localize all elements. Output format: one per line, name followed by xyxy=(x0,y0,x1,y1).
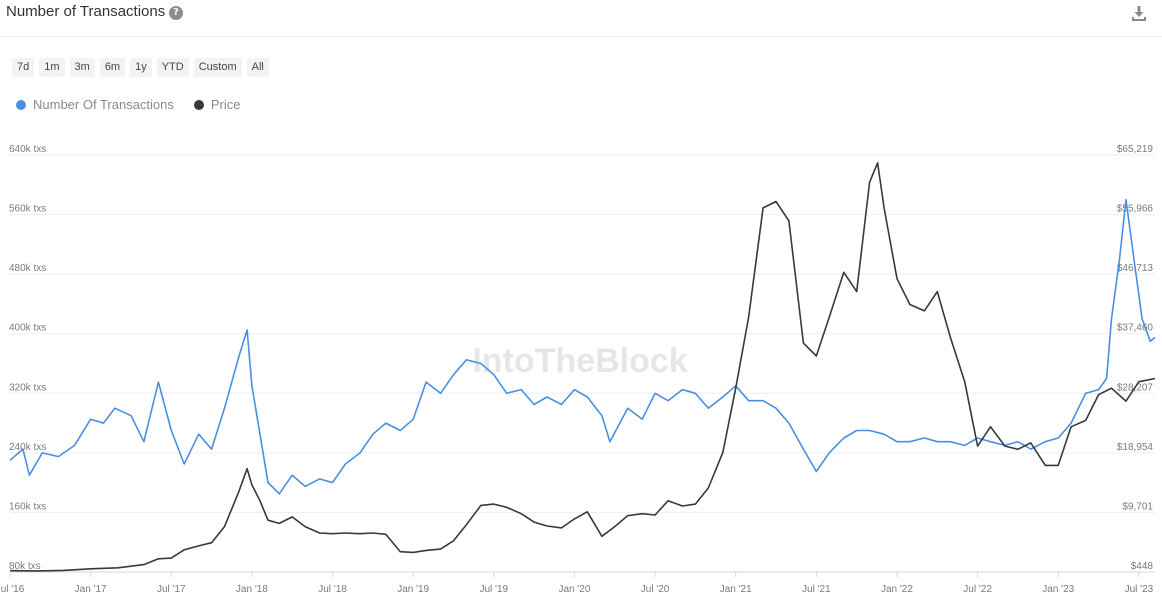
range-button-7d[interactable]: 7d xyxy=(12,58,35,77)
chart-grid xyxy=(10,154,1155,573)
chart-header: Number of Transactions ? xyxy=(0,0,1162,37)
x-tick-label: Jul '17 xyxy=(157,584,186,595)
y-left-tick-label: 80k txs xyxy=(9,561,41,572)
range-button-1y[interactable]: 1y xyxy=(130,58,152,77)
y-right-tick-label: $448 xyxy=(1131,561,1154,572)
y-left-tick-label: 640k txs xyxy=(9,144,46,155)
x-tick-label: Jul '22 xyxy=(963,584,992,595)
x-tick-label: Jul '19 xyxy=(480,584,509,595)
range-button-ytd[interactable]: YTD xyxy=(156,58,189,77)
y-left-tick-label: 240k txs xyxy=(9,442,46,453)
y-right-tick-label: $9,701 xyxy=(1122,501,1153,512)
y-right-tick-label: $55,966 xyxy=(1117,204,1154,215)
question-circle-icon[interactable]: ? xyxy=(169,6,183,20)
series-line-price xyxy=(9,162,1156,572)
y-right-tick-label: $37,460 xyxy=(1117,323,1154,334)
y-left-tick-label: 320k txs xyxy=(9,382,46,393)
range-button-1m[interactable]: 1m xyxy=(39,58,65,77)
x-tick-label: Jul '21 xyxy=(802,584,831,595)
y-left-tick-label: 480k txs xyxy=(9,263,46,274)
x-axis: Jul '16 Jan '17 Jul '17 Jan '18 Jul '18 Jan '… xyxy=(0,572,1154,595)
chart-legend: Number Of Transactions Price xyxy=(16,97,261,112)
legend-label-transactions: Number Of Transactions xyxy=(33,97,174,112)
legend-label-price: Price xyxy=(210,97,241,112)
x-tick-label: Jul '23 xyxy=(1125,584,1154,595)
series-line-transactions xyxy=(9,198,1156,495)
x-tick-label: Jan '19 xyxy=(397,584,429,595)
legend-dot-transactions xyxy=(16,99,26,110)
y-axis-right: $448$9,701$18,954$28,207$37,460$46,713$5… xyxy=(1117,144,1154,572)
x-tick-label: Jul '20 xyxy=(641,584,670,595)
time-range-selector: 7d 1m 3m 6m 1y YTD Custom All xyxy=(12,58,269,77)
y-axis-left: 80k txs 160k txs 240k txs 320k txs 400k txs 4… xyxy=(9,144,46,572)
x-tick-label: Jan '22 xyxy=(881,584,913,595)
download-icon[interactable] xyxy=(1130,4,1148,22)
legend-dot-price xyxy=(193,99,204,110)
range-button-all[interactable]: All xyxy=(246,58,269,77)
y-left-tick-label: 560k txs xyxy=(9,204,46,215)
y-right-tick-label: $18,954 xyxy=(1117,442,1154,453)
watermark: IntoTheBlock xyxy=(472,342,687,380)
y-left-tick-label: 160k txs xyxy=(9,501,46,512)
y-left-tick-label: 400k txs xyxy=(9,323,46,334)
x-tick-label: Jan '18 xyxy=(236,584,268,595)
x-tick-label: Jan '21 xyxy=(720,584,752,595)
legend-item-transactions[interactable]: Number Of Transactions xyxy=(16,97,174,112)
chart-series xyxy=(9,162,1156,572)
y-right-tick-label: $65,219 xyxy=(1117,144,1154,155)
x-tick-label: Jan '23 xyxy=(1042,584,1074,595)
x-tick-label: Jan '17 xyxy=(75,584,107,595)
x-tick-label: Jul '16 xyxy=(0,584,25,595)
range-button-6m[interactable]: 6m xyxy=(99,58,126,77)
range-button-3m[interactable]: 3m xyxy=(69,58,95,77)
legend-item-price[interactable]: Price xyxy=(193,97,241,112)
range-button-custom[interactable]: Custom xyxy=(193,58,242,77)
chart-title: Number of Transactions xyxy=(6,3,166,20)
x-tick-label: Jul '18 xyxy=(318,584,347,595)
x-tick-label: Jan '20 xyxy=(558,584,590,595)
